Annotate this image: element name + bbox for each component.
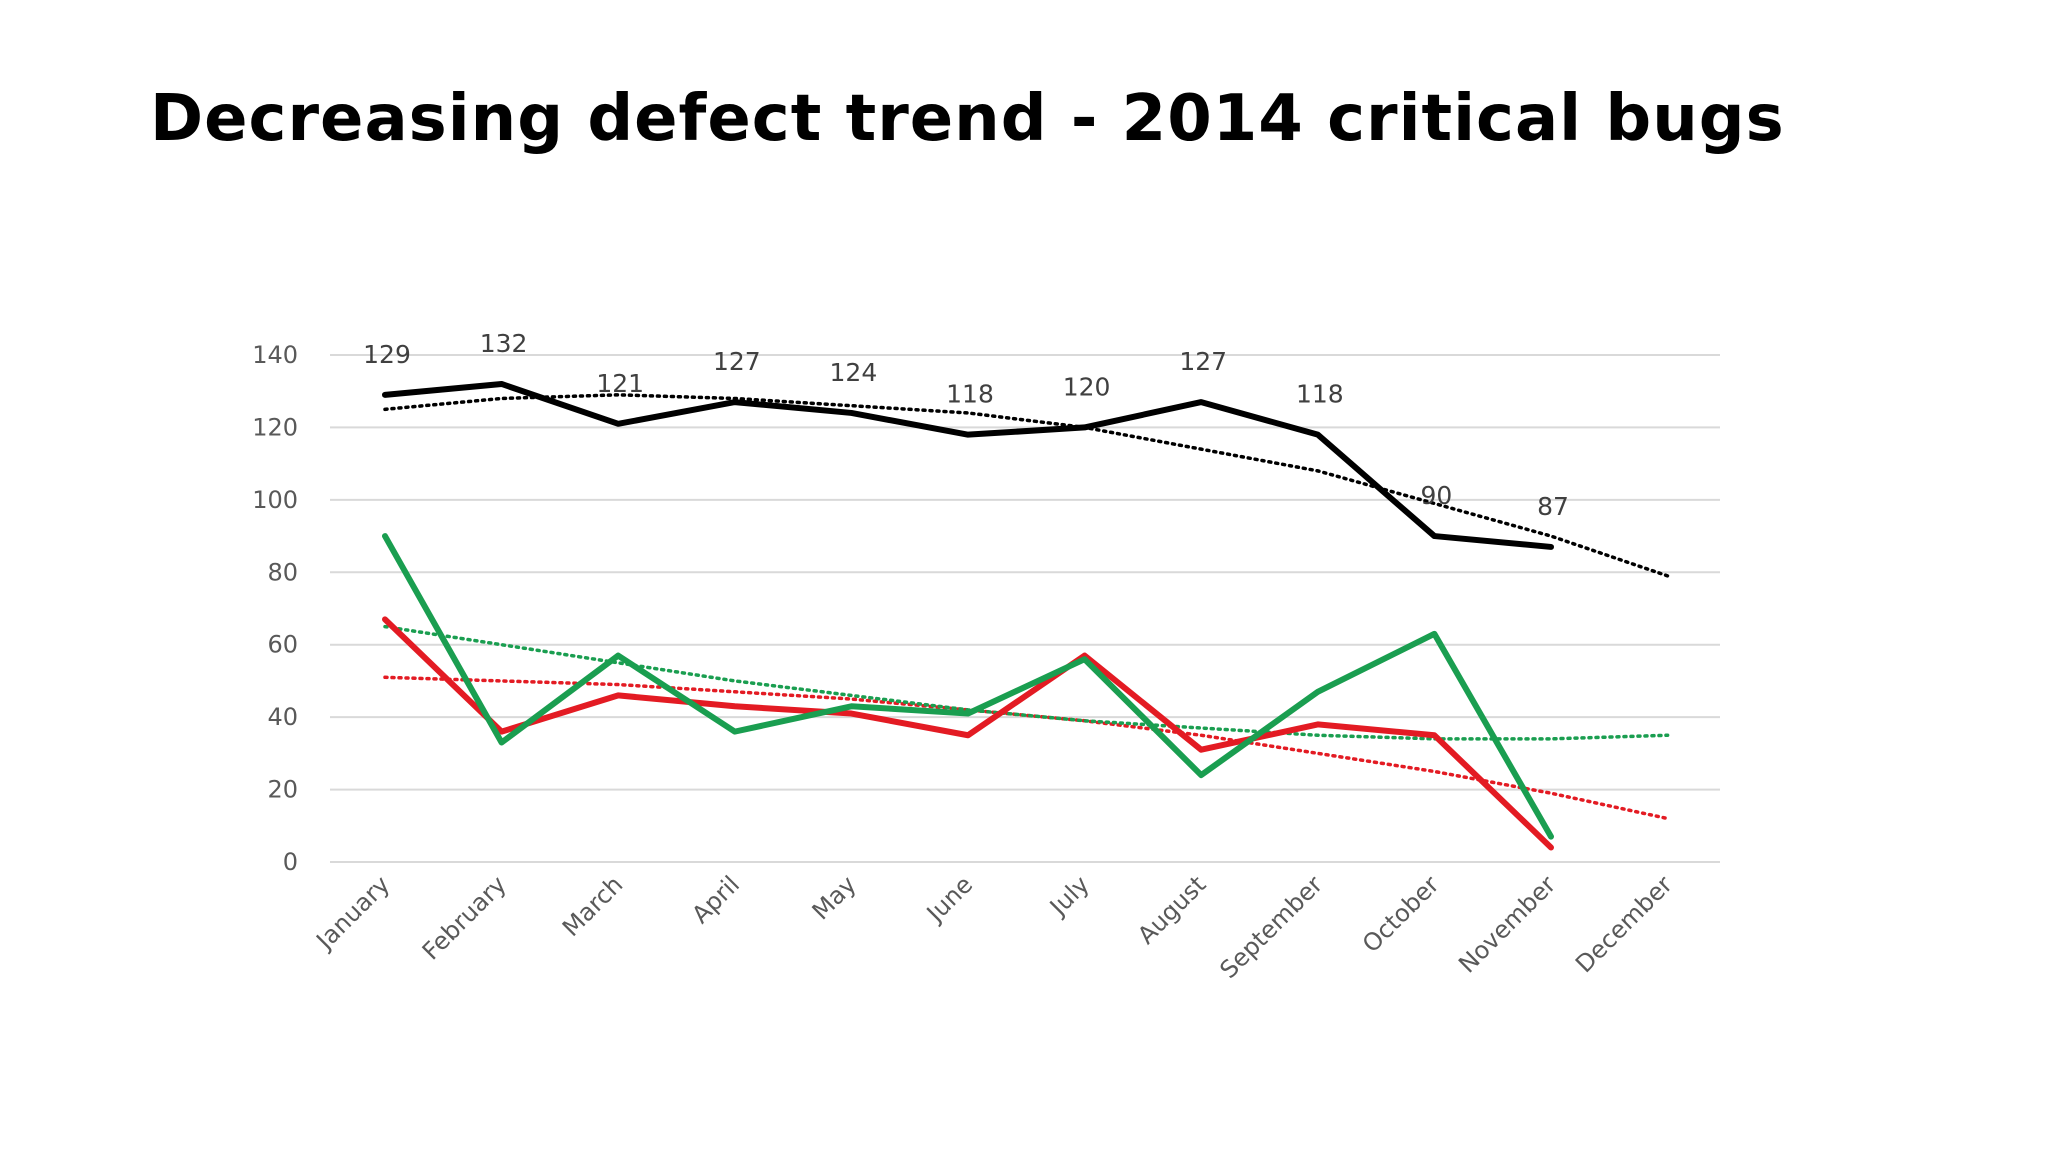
x-category-label: July xyxy=(1043,870,1095,922)
data-label: 127 xyxy=(1179,347,1227,376)
data-label: 120 xyxy=(1063,372,1111,401)
data-label: 124 xyxy=(830,358,878,387)
x-category-label: February xyxy=(417,870,512,965)
x-category-label: November xyxy=(1453,870,1561,978)
y-tick-label: 40 xyxy=(267,703,298,731)
data-label: 127 xyxy=(713,347,761,376)
y-tick-label: 0 xyxy=(283,848,298,876)
x-category-label: September xyxy=(1214,870,1328,984)
gridlines xyxy=(330,354,1720,863)
x-category-label: March xyxy=(557,870,629,942)
series-line-3 xyxy=(382,533,1554,840)
data-label: 121 xyxy=(596,369,644,398)
data-label: 132 xyxy=(480,329,528,358)
series-lines xyxy=(382,380,1554,851)
y-axis-tick-labels: 0 20 40 60 80 100 120 140 xyxy=(252,341,298,876)
x-category-label: April xyxy=(686,870,745,929)
data-label: 118 xyxy=(946,380,994,409)
y-tick-label: 20 xyxy=(267,776,298,804)
y-tick-label: 100 xyxy=(252,486,298,514)
x-category-label: June xyxy=(920,870,978,928)
x-category-label: January xyxy=(310,870,396,956)
x-category-label: December xyxy=(1570,870,1678,978)
data-label: 118 xyxy=(1296,380,1344,409)
y-tick-label: 60 xyxy=(267,631,298,659)
y-tick-label: 120 xyxy=(252,413,298,441)
x-category-label: October xyxy=(1357,870,1445,958)
data-label: 129 xyxy=(363,340,411,369)
trendlines xyxy=(383,393,1670,821)
trendline-series-1 xyxy=(383,393,1670,578)
x-category-label: August xyxy=(1132,870,1211,949)
series-line-2 xyxy=(382,616,1554,851)
series-line-1 xyxy=(382,380,1554,550)
y-tick-label: 80 xyxy=(267,558,298,586)
x-axis-category-labels: January February March April May June July Augu… xyxy=(310,870,1678,984)
slide-title: Decreasing defect trend - 2014 critical … xyxy=(150,82,1785,156)
x-category-label: May xyxy=(807,870,862,925)
y-tick-label: 140 xyxy=(252,341,298,369)
data-label: 90 xyxy=(1420,481,1452,510)
trendline-series-3 xyxy=(383,624,1670,741)
data-label: 87 xyxy=(1537,492,1569,521)
data-labels: 129 132 121 127 124 118 120 127 118 90 87 xyxy=(363,329,1569,521)
